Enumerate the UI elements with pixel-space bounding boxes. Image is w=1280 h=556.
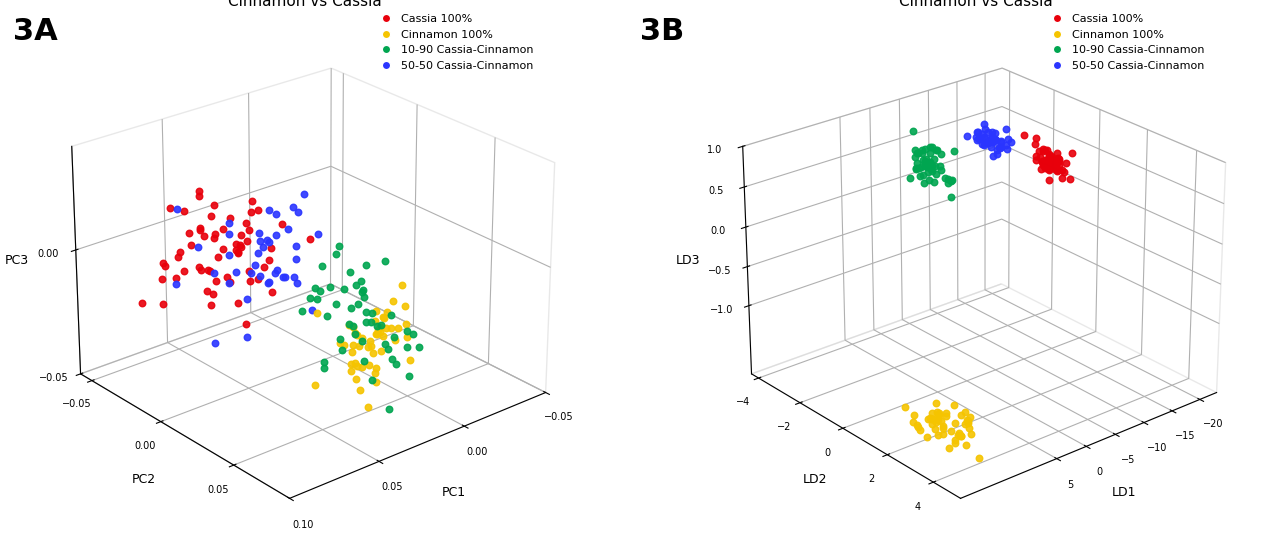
Y-axis label: PC2: PC2 <box>132 473 156 486</box>
Legend: Cassia 100%, Cinnamon 100%, 10-90 Cassia-Cinnamon, 50-50 Cassia-Cinnamon: Cassia 100%, Cinnamon 100%, 10-90 Cassia… <box>372 12 535 73</box>
Y-axis label: LD2: LD2 <box>803 473 827 486</box>
Legend: Cassia 100%, Cinnamon 100%, 10-90 Cassia-Cinnamon, 50-50 Cassia-Cinnamon: Cassia 100%, Cinnamon 100%, 10-90 Cassia… <box>1043 12 1206 73</box>
X-axis label: LD1: LD1 <box>1112 486 1137 499</box>
X-axis label: PC1: PC1 <box>442 486 466 499</box>
Title: Cinnamon vs Cassia: Cinnamon vs Cassia <box>899 0 1052 8</box>
Text: 3A: 3A <box>13 17 58 46</box>
Text: 3B: 3B <box>640 17 685 46</box>
Title: Cinnamon vs Cassia: Cinnamon vs Cassia <box>228 0 381 8</box>
